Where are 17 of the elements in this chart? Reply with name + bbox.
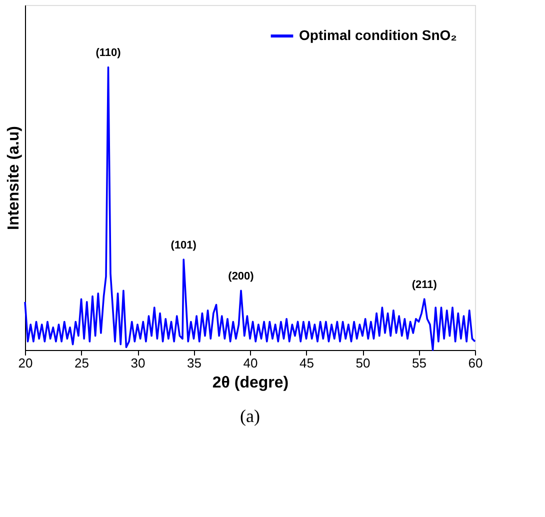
x-axis-title: 2θ (degre)	[212, 374, 289, 392]
x-tick-label: 20	[18, 356, 33, 370]
annotation: (110)	[96, 47, 122, 60]
annotation: (101)	[170, 240, 197, 252]
x-tick-label: 45	[300, 356, 314, 370]
x-tick-label: 50	[356, 356, 370, 370]
y-axis-title: Intensite (a.u)	[6, 126, 22, 230]
x-tick-label: 30	[130, 356, 146, 370]
annotation: (211)	[412, 279, 438, 292]
legend-label: Optimal condition SnO₂	[299, 27, 457, 43]
x-tick-label: 35	[187, 356, 202, 370]
text: (a)	[240, 406, 260, 426]
x-tick-label: 55	[412, 356, 426, 370]
x-tick-label: 60	[468, 356, 483, 370]
annotation: (200)	[228, 270, 254, 283]
x-tick-label: 25	[74, 356, 89, 370]
x-tick-label: 40	[243, 356, 258, 370]
